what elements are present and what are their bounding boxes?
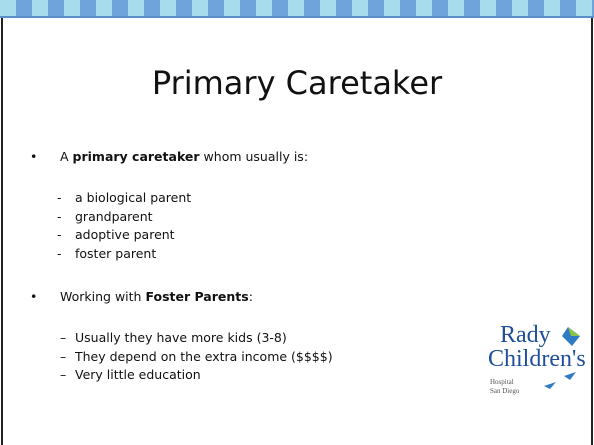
sub-marker: - xyxy=(57,208,62,224)
sub-marker: - xyxy=(57,227,62,242)
top-band xyxy=(0,0,594,18)
logo: Rady Children's Hospital San Diego xyxy=(488,322,588,412)
sub-text: Very little education xyxy=(75,367,201,382)
band-square xyxy=(336,0,352,16)
band-square xyxy=(80,0,96,16)
sub-item: -a biological parent xyxy=(57,190,191,205)
band-square xyxy=(416,0,432,16)
band-square xyxy=(288,0,304,16)
band-square xyxy=(128,0,144,16)
band-square xyxy=(224,0,240,16)
band-square xyxy=(512,0,528,16)
band-square xyxy=(496,0,512,16)
right-border xyxy=(591,18,593,445)
bullet-bold: primary caretaker xyxy=(72,149,200,164)
band-square xyxy=(16,0,32,16)
band-square xyxy=(256,0,272,16)
band-line xyxy=(0,16,594,18)
bullet-marker: • xyxy=(30,149,38,164)
band-square xyxy=(176,0,192,16)
band-square xyxy=(576,0,592,16)
bullet-marker: • xyxy=(30,289,38,304)
sub-item: – Usually they have more kids (3-8) xyxy=(60,330,287,345)
band-square xyxy=(384,0,400,16)
band-square xyxy=(592,0,594,16)
band-square xyxy=(320,0,336,16)
band-square xyxy=(448,0,464,16)
sub-marker: – xyxy=(60,367,67,382)
logo-text: San Diego xyxy=(490,387,520,395)
kite xyxy=(564,372,576,380)
bullet-bold: Foster Parents xyxy=(145,289,249,304)
bullet: • A primary caretaker whom usually is: xyxy=(30,149,308,164)
sub-item: - adoptive parent xyxy=(57,227,175,242)
bullet-text: A xyxy=(60,149,73,164)
kite xyxy=(544,382,556,389)
sub-text: foster parent xyxy=(75,245,157,261)
sub-text: a biological parent xyxy=(75,190,192,205)
logo-text: Rady xyxy=(500,322,551,348)
band-square xyxy=(144,0,160,16)
sub-marker: – xyxy=(60,348,67,364)
sub-marker: - xyxy=(57,245,62,261)
band-square xyxy=(368,0,384,16)
band-square xyxy=(304,0,320,16)
left-border xyxy=(1,18,3,445)
logo-text: Hospital xyxy=(490,378,514,386)
bullet: • Working with Foster Parents: xyxy=(30,289,253,304)
band-square xyxy=(240,0,256,16)
band-square xyxy=(432,0,448,16)
bullet-text: whom usually is: xyxy=(199,149,309,164)
band-square xyxy=(0,0,16,16)
band-square xyxy=(272,0,288,16)
kite xyxy=(568,327,580,336)
bullet-text: Working with xyxy=(60,289,146,304)
sub-text: They depend on the extra income ($$$$) xyxy=(75,348,333,364)
band-square xyxy=(560,0,576,16)
sub-item: – They depend on the extra income ($$$$) xyxy=(60,349,333,364)
band-square xyxy=(464,0,480,16)
band-square xyxy=(48,0,64,16)
bullet-text: : xyxy=(248,289,253,304)
band-square xyxy=(192,0,208,16)
band-square xyxy=(528,0,544,16)
band-square xyxy=(400,0,416,16)
band-square xyxy=(544,0,560,16)
band-square xyxy=(160,0,176,16)
band-square xyxy=(480,0,496,16)
sub-item: - grandparent xyxy=(57,209,153,224)
kite-icons xyxy=(544,327,580,389)
band-square xyxy=(352,0,368,16)
logo-text: Children's xyxy=(488,346,586,372)
sub-text: adoptive parent xyxy=(75,227,175,242)
band-square xyxy=(112,0,128,16)
band-square xyxy=(208,0,224,16)
sub-marker: - xyxy=(57,190,62,205)
sub-text: grandparent xyxy=(75,208,153,224)
band-square xyxy=(96,0,112,16)
band-square xyxy=(32,0,48,16)
sub-item: – Very little education xyxy=(60,367,201,382)
sub-marker: – xyxy=(60,330,67,345)
kite xyxy=(562,327,580,346)
slide-title: Primary Caretaker xyxy=(151,64,443,102)
sub-item: - foster parent xyxy=(57,246,156,261)
band-square xyxy=(64,0,80,16)
sub-text: Usually they have more kids (3-8) xyxy=(75,330,287,345)
